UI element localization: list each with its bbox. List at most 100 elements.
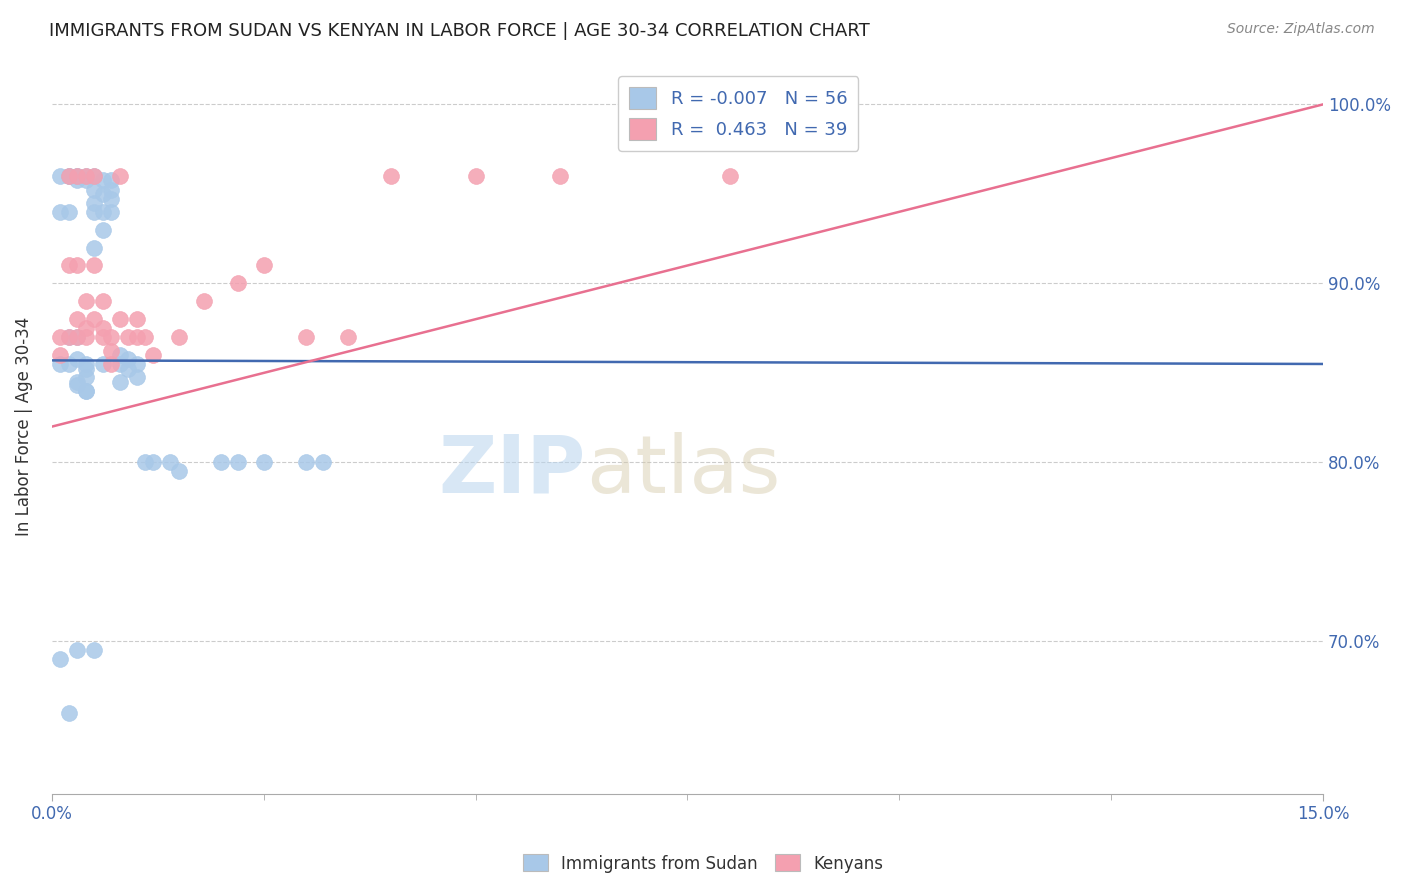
Point [108, 312, 131, 326]
Point [66, 169, 89, 183]
Point [167, 330, 190, 344]
Point [295, 330, 318, 344]
Point [193, 294, 215, 309]
Point [49, 169, 72, 183]
Point [75, 169, 97, 183]
Point [337, 330, 360, 344]
Point [134, 330, 156, 344]
Point [58, 169, 80, 183]
Point [58, 169, 80, 183]
Point [75, 294, 97, 309]
Point [58, 330, 80, 344]
Point [134, 455, 156, 469]
Point [58, 169, 80, 183]
Point [83, 312, 105, 326]
Point [83, 204, 105, 219]
Point [91, 330, 114, 344]
Point [75, 169, 97, 183]
Point [380, 169, 402, 183]
Point [108, 357, 131, 371]
Point [464, 169, 486, 183]
Point [100, 357, 122, 371]
Point [75, 384, 97, 398]
Y-axis label: In Labor Force | Age 30-34: In Labor Force | Age 30-34 [15, 317, 32, 536]
Point [253, 259, 276, 273]
Point [66, 259, 89, 273]
Point [66, 169, 89, 183]
Point [66, 330, 89, 344]
Point [66, 351, 89, 366]
Point [91, 357, 114, 371]
Point [91, 204, 114, 219]
Point [49, 357, 72, 371]
Point [91, 223, 114, 237]
Point [108, 348, 131, 362]
Point [49, 652, 72, 666]
Point [142, 348, 165, 362]
Point [91, 172, 114, 186]
Point [226, 455, 249, 469]
Point [66, 312, 89, 326]
Point [66, 169, 89, 183]
Point [83, 241, 105, 255]
Point [75, 384, 97, 398]
Point [58, 259, 80, 273]
Point [66, 375, 89, 389]
Text: ZIP: ZIP [439, 432, 586, 509]
Point [100, 344, 122, 359]
Point [125, 357, 148, 371]
Point [58, 357, 80, 371]
Point [312, 455, 335, 469]
Point [83, 183, 105, 197]
Legend: Immigrants from Sudan, Kenyans: Immigrants from Sudan, Kenyans [516, 847, 890, 880]
Point [83, 195, 105, 210]
Legend: R = -0.007   N = 56, R =  0.463   N = 39: R = -0.007 N = 56, R = 0.463 N = 39 [619, 76, 858, 151]
Point [91, 294, 114, 309]
Point [83, 643, 105, 657]
Point [209, 455, 232, 469]
Point [117, 330, 139, 344]
Point [49, 330, 72, 344]
Point [75, 362, 97, 376]
Point [295, 455, 318, 469]
Point [167, 464, 190, 478]
Point [100, 183, 122, 197]
Point [66, 172, 89, 186]
Point [142, 455, 165, 469]
Point [91, 186, 114, 201]
Point [83, 169, 105, 183]
Point [66, 378, 89, 392]
Point [75, 330, 97, 344]
Point [253, 455, 276, 469]
Point [75, 172, 97, 186]
Point [49, 348, 72, 362]
Point [66, 330, 89, 344]
Point [75, 369, 97, 384]
Point [83, 259, 105, 273]
Point [550, 169, 572, 183]
Point [100, 330, 122, 344]
Point [100, 172, 122, 186]
Point [83, 169, 105, 183]
Point [108, 169, 131, 183]
Point [125, 312, 148, 326]
Text: atlas: atlas [586, 432, 780, 509]
Point [49, 204, 72, 219]
Point [66, 643, 89, 657]
Point [159, 455, 181, 469]
Point [117, 351, 139, 366]
Point [108, 375, 131, 389]
Point [100, 204, 122, 219]
Point [718, 169, 741, 183]
Point [58, 330, 80, 344]
Point [75, 357, 97, 371]
Point [100, 192, 122, 206]
Point [75, 321, 97, 335]
Point [226, 277, 249, 291]
Text: Source: ZipAtlas.com: Source: ZipAtlas.com [1227, 22, 1375, 37]
Point [91, 321, 114, 335]
Point [58, 204, 80, 219]
Point [117, 362, 139, 376]
Point [125, 369, 148, 384]
Point [125, 330, 148, 344]
